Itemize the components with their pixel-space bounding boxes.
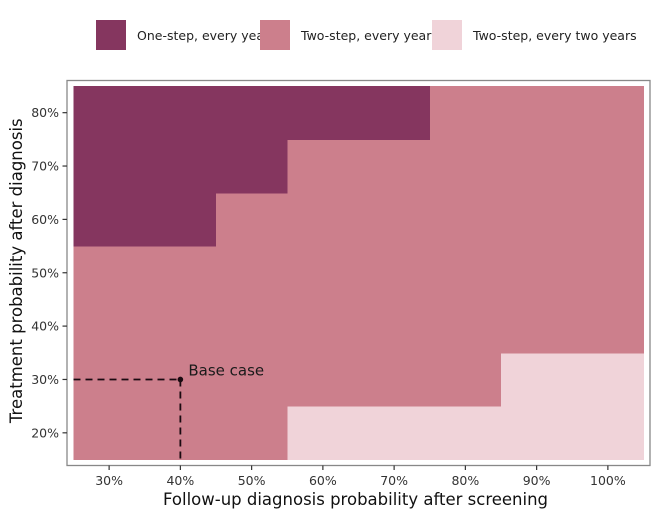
- heatmap-cell-80-80: [429, 86, 502, 140]
- legend-swatch: [96, 20, 126, 50]
- heatmap-cell-70-60: [358, 192, 431, 247]
- heatmap-cell-60-60: [287, 192, 360, 247]
- heatmap-cell-80-70: [429, 139, 502, 194]
- heatmap-cell-60-40: [287, 299, 360, 354]
- heatmap-cell-70-70: [358, 139, 431, 194]
- heatmap-cell-70-50: [358, 246, 431, 301]
- y-tick-label: 80%: [31, 105, 59, 120]
- y-tick-label: 30%: [31, 372, 59, 387]
- heatmap-cell-40-40: [144, 299, 217, 354]
- heatmap-cell-40-80: [144, 86, 217, 140]
- y-tick-label: 70%: [31, 159, 59, 174]
- heatmap-cell-30-50: [73, 246, 146, 301]
- legend-item-C: Two-step, every two years: [432, 20, 637, 50]
- heatmap-cell-70-40: [358, 299, 431, 354]
- heatmap-cell-100-50: [572, 246, 645, 301]
- heatmap-cells: [73, 86, 645, 461]
- x-axis: 30% 40% 50% 60% 70% 80% 90% 100%: [95, 465, 626, 488]
- heatmap-cell-90-80: [501, 86, 573, 140]
- base-case-label: Base case: [188, 361, 264, 379]
- heatmap-cell-100-60: [572, 192, 645, 247]
- legend: One-step, every year Two-step, every year…: [96, 20, 637, 50]
- legend-item-A: One-step, every year: [96, 20, 270, 50]
- y-tick-label: 50%: [31, 265, 59, 280]
- x-tick-label: 90%: [523, 473, 551, 488]
- x-tick-label: 50%: [238, 473, 266, 488]
- heatmap-cell-80-60: [429, 192, 502, 247]
- heatmap-cell-90-40: [501, 299, 573, 354]
- heatmap-cell-90-50: [501, 246, 573, 301]
- y-axis-title: Treatment probability after diagnosis: [7, 118, 26, 424]
- x-axis-title: Follow-up diagnosis probability after sc…: [163, 490, 548, 509]
- heatmap-cell-50-40: [216, 299, 288, 354]
- heatmap-cell-40-60: [144, 192, 217, 247]
- heatmap-cell-60-50: [287, 246, 360, 301]
- heatmap-cell-90-20: [501, 406, 573, 461]
- heatmap-cell-50-20: [216, 406, 288, 461]
- heatmap-cell-30-30: [73, 352, 146, 407]
- x-tick-label: 60%: [309, 473, 337, 488]
- x-tick-label: 80%: [451, 473, 479, 488]
- legend-label: One-step, every year: [137, 28, 270, 43]
- heatmap-cell-30-40: [73, 299, 146, 354]
- heatmap-cell-70-80: [358, 86, 431, 140]
- heatmap-cell-60-70: [287, 139, 360, 194]
- heatmap-cell-80-40: [429, 299, 502, 354]
- x-tick-label: 30%: [95, 473, 123, 488]
- legend-swatch: [260, 20, 290, 50]
- heatmap-cell-60-20: [287, 406, 360, 461]
- x-tick-label: 70%: [380, 473, 408, 488]
- legend-item-B: Two-step, every year: [260, 20, 432, 50]
- heatmap-cell-100-70: [572, 139, 645, 194]
- heatmap-cell-80-50: [429, 246, 502, 301]
- legend-label: Two-step, every two years: [472, 28, 637, 43]
- heatmap-cell-50-80: [216, 86, 288, 140]
- y-tick-label: 60%: [31, 212, 59, 227]
- heatmap-cell-70-20: [358, 406, 431, 461]
- heatmap-cell-90-60: [501, 192, 573, 247]
- heatmap-cell-30-80: [73, 86, 146, 140]
- x-tick-label: 40%: [166, 473, 194, 488]
- heatmap-cell-80-20: [429, 406, 502, 461]
- heatmap-cell-70-30: [358, 352, 431, 407]
- y-axis: 20% 30% 40% 50% 60% 70% 80%: [31, 105, 67, 440]
- heatmap-cell-50-30: [216, 352, 288, 407]
- base-case-annotation: Base case: [73, 361, 264, 460]
- heatmap-cell-100-40: [572, 299, 645, 354]
- y-tick-label: 40%: [31, 319, 59, 334]
- heatmap-cell-60-30: [287, 352, 360, 407]
- heatmap-cell-100-80: [572, 86, 645, 140]
- heatmap-cell-40-70: [144, 139, 217, 194]
- heatmap-cell-30-70: [73, 139, 146, 194]
- legend-label: Two-step, every year: [300, 28, 432, 43]
- heatmap-cell-90-70: [501, 139, 573, 194]
- heatmap-cell-100-20: [572, 406, 645, 461]
- heatmap-cell-50-70: [216, 139, 288, 194]
- heatmap-cell-30-60: [73, 192, 146, 247]
- heatmap-cell-60-80: [287, 86, 360, 140]
- heatmap-cell-80-30: [429, 352, 502, 407]
- heatmap-cell-50-50: [216, 246, 288, 301]
- heatmap-cell-30-20: [73, 406, 146, 461]
- heatmap-cell-90-30: [501, 352, 573, 407]
- legend-swatch: [432, 20, 462, 50]
- heatmap-cell-50-60: [216, 192, 288, 247]
- y-tick-label: 20%: [31, 425, 59, 440]
- base-case-point: [177, 376, 184, 383]
- heatmap-cell-100-30: [572, 352, 645, 407]
- heatmap-cell-40-50: [144, 246, 217, 301]
- x-tick-label: 100%: [590, 473, 626, 488]
